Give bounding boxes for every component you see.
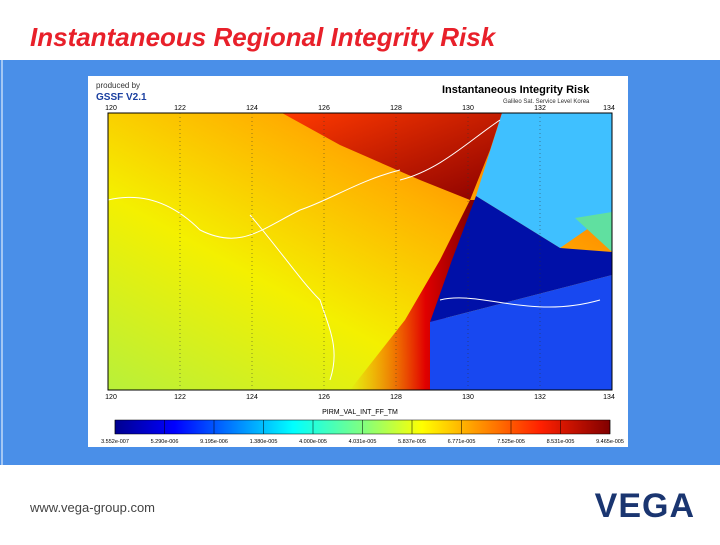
- map-frame: [107, 112, 613, 391]
- software: GSSF V2.1: [96, 92, 147, 103]
- produced-by: produced by: [96, 81, 140, 90]
- lon-tick-bottom: 120: [105, 394, 117, 401]
- lon-tick-top: 134: [603, 105, 615, 112]
- colorbar-label: 9.465e-005: [596, 439, 624, 445]
- map: [107, 112, 613, 391]
- colorbar-label: 1.380e-005: [250, 439, 278, 445]
- green-wedge: [575, 212, 612, 252]
- slide-title: Instantaneous Regional Integrity Risk: [30, 22, 497, 52]
- colorbar-label: 6.771e-005: [448, 439, 476, 445]
- cyan-zone: [476, 113, 612, 248]
- colorbar-label: 9.195e-006: [200, 439, 228, 445]
- coastlines: [107, 119, 601, 381]
- colorbar-label: 4.000e-005: [299, 439, 327, 445]
- dark-blue-zone: [430, 196, 612, 322]
- colorbar-label: 5.290e-006: [151, 439, 179, 445]
- logo: VEGA: [595, 487, 695, 525]
- colorbar-label: 4.031e-005: [349, 439, 377, 445]
- lon-tick-top: 132: [534, 105, 546, 112]
- lon-tick-bottom: 132: [534, 394, 546, 401]
- footer-url: www.vega-group.com: [29, 500, 155, 515]
- lon-tick-top: 128: [390, 105, 402, 112]
- lon-tick-bottom: 124: [246, 394, 258, 401]
- lon-tick-top: 130: [462, 105, 474, 112]
- lon-tick-top: 126: [318, 105, 330, 112]
- colorbar-label: 8.531e-005: [547, 439, 575, 445]
- lon-tick-bottom: 134: [603, 394, 615, 401]
- figure-title: Instantaneous Integrity Risk: [442, 84, 590, 96]
- figure-subtitle: Galileo Sat. Service Level Korea: [503, 99, 590, 105]
- variable-label: PIRM_VAL_INT_FF_TM: [322, 409, 398, 416]
- lon-tick-bottom: 122: [174, 394, 186, 401]
- lon-tick-bottom: 126: [318, 394, 330, 401]
- colorbar-label: 3.552e-007: [101, 439, 129, 445]
- colorbar-label: 5.837e-005: [398, 439, 426, 445]
- footer: [0, 465, 720, 540]
- lon-tick-bottom: 128: [390, 394, 402, 401]
- blue-zone: [430, 275, 612, 390]
- lon-tick-top: 120: [105, 105, 117, 112]
- lon-tick-top: 122: [174, 105, 186, 112]
- red-fan: [282, 113, 502, 200]
- lon-tick-bottom: 130: [462, 394, 474, 401]
- colorbar-label: 7.525e-005: [497, 439, 525, 445]
- lon-tick-top: 124: [246, 105, 258, 112]
